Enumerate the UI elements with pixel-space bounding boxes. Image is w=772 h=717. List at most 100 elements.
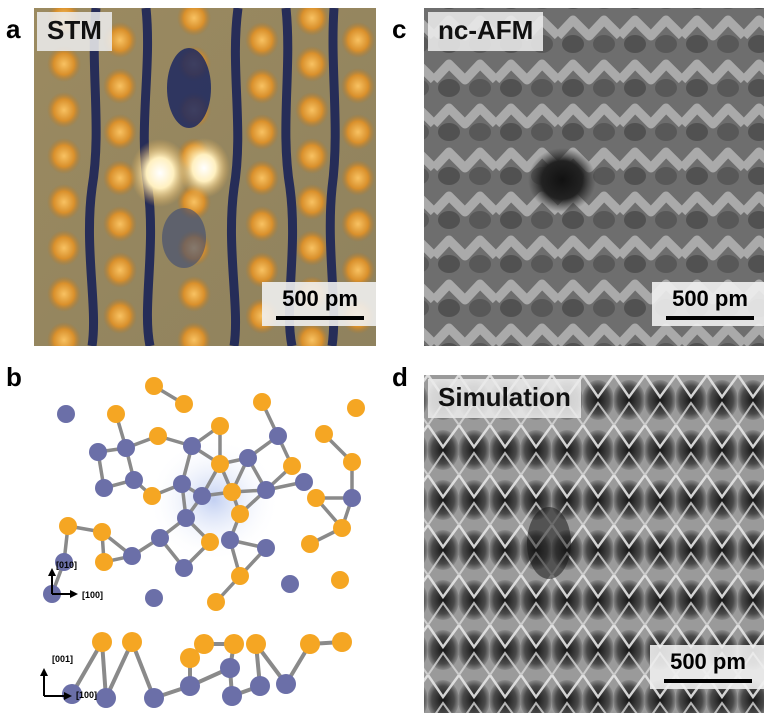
panel-letter-b: b — [6, 362, 22, 392]
stm-bright-spot — [341, 160, 375, 196]
atom-orange — [207, 593, 225, 611]
simulation-scale-line — [664, 679, 752, 683]
atom-blue — [180, 676, 200, 696]
atom-orange — [145, 377, 163, 395]
atom-blue — [96, 688, 116, 708]
stm-bright-spot — [177, 276, 211, 312]
stm-bright-spot — [103, 160, 137, 196]
top-view-axes: [010] [100] — [48, 560, 103, 600]
stm-bright-spot — [295, 92, 329, 128]
stm-image — [34, 8, 376, 346]
atom-blue — [177, 509, 195, 527]
stm-bright-spot — [295, 230, 329, 266]
ncafm-scale-line — [666, 316, 754, 320]
atomic-model: [010] [100] [001] [100] — [40, 377, 365, 708]
atom-blue — [175, 559, 193, 577]
stm-bright-spot — [177, 322, 211, 346]
stm-bright-spot — [245, 114, 279, 150]
atom-orange — [300, 634, 320, 654]
stm-title: STM — [37, 12, 112, 51]
atom-blue — [89, 443, 107, 461]
atom-blue — [269, 427, 287, 445]
atom-orange — [283, 457, 301, 475]
atom-orange — [331, 571, 349, 589]
atom-blue — [95, 479, 113, 497]
stm-bright-spot — [47, 92, 81, 128]
atom-orange — [201, 533, 219, 551]
stm-bright-spot — [341, 68, 375, 104]
stm-bright-spot — [47, 276, 81, 312]
stm-image-panel: STM 500 pm — [34, 8, 376, 346]
ncafm-image-panel: nc-AFM 500 pm — [424, 8, 764, 346]
side-axis-vertical-label: [001] — [52, 654, 73, 664]
panel-letter-c: c — [392, 14, 407, 44]
stm-bright-spot — [295, 8, 329, 36]
atom-orange — [333, 519, 351, 537]
defect-highlight — [148, 438, 280, 562]
stm-bright-spot — [103, 114, 137, 150]
atom-orange — [246, 634, 266, 654]
atom-orange — [347, 399, 365, 417]
atom-orange — [332, 632, 352, 652]
atom-orange — [93, 523, 111, 541]
stm-bright-spot — [341, 22, 375, 58]
atom-orange — [253, 393, 271, 411]
atom-orange — [224, 634, 244, 654]
atom-orange — [343, 453, 361, 471]
atom-blue — [193, 487, 211, 505]
atom-orange — [92, 632, 112, 652]
simulation-scale-bar: 500 pm — [650, 645, 764, 689]
stm-bright-spot — [245, 206, 279, 242]
atom-orange — [180, 648, 200, 668]
atom-orange — [211, 417, 229, 435]
atom-blue — [144, 688, 164, 708]
stm-bright-spot — [47, 230, 81, 266]
stm-bright-spot — [341, 252, 375, 288]
atom-blue — [57, 405, 75, 423]
atom-orange — [122, 632, 142, 652]
panel-letter-a: a — [6, 14, 21, 44]
stm-scale-label: 500 pm — [282, 286, 358, 311]
stm-bright-spot — [295, 184, 329, 220]
stm-scale-line — [276, 316, 364, 320]
atom-blue — [257, 539, 275, 557]
atom-blue — [257, 481, 275, 499]
side-view-axes: [001] [100] — [40, 654, 97, 700]
atom-blue — [145, 589, 163, 607]
stm-bright-spot — [341, 206, 375, 242]
atom-blue — [239, 449, 257, 467]
top-axis-vertical-label: [010] — [56, 560, 77, 570]
atom-blue — [151, 529, 169, 547]
stm-bright-spot — [295, 138, 329, 174]
simulation-scale-label: 500 pm — [670, 649, 746, 674]
atom-orange — [59, 517, 77, 535]
atom-blue — [183, 437, 201, 455]
stm-bright-spot — [245, 22, 279, 58]
stm-bright-spot — [47, 322, 81, 346]
atom-blue — [173, 475, 191, 493]
atom-orange — [149, 427, 167, 445]
stm-bright-spot — [295, 322, 329, 346]
top-axis-horizontal-label: [100] — [82, 590, 103, 600]
atomic-model-panel: [010] [100] [001] [100] — [34, 372, 386, 712]
atom-orange — [301, 535, 319, 553]
stm-bright-spot — [47, 46, 81, 82]
stm-bright-spot — [295, 46, 329, 82]
stm-bright-spot — [103, 68, 137, 104]
ncafm-title: nc-AFM — [428, 12, 544, 51]
atom-blue — [62, 684, 82, 704]
atom-orange — [211, 455, 229, 473]
ncafm-scale-label: 500 pm — [672, 286, 748, 311]
atom-orange — [307, 489, 325, 507]
stm-bright-spot — [103, 252, 137, 288]
atom-blue — [123, 547, 141, 565]
stm-bright-spot — [341, 114, 375, 150]
atom-blue — [221, 531, 239, 549]
stm-bright-spot — [245, 68, 279, 104]
atom-blue — [295, 473, 313, 491]
atom-orange — [175, 395, 193, 413]
atom-orange — [231, 505, 249, 523]
ncafm-scale-bar: 500 pm — [652, 282, 764, 326]
atom-blue — [222, 686, 242, 706]
atom-blue — [220, 658, 240, 678]
